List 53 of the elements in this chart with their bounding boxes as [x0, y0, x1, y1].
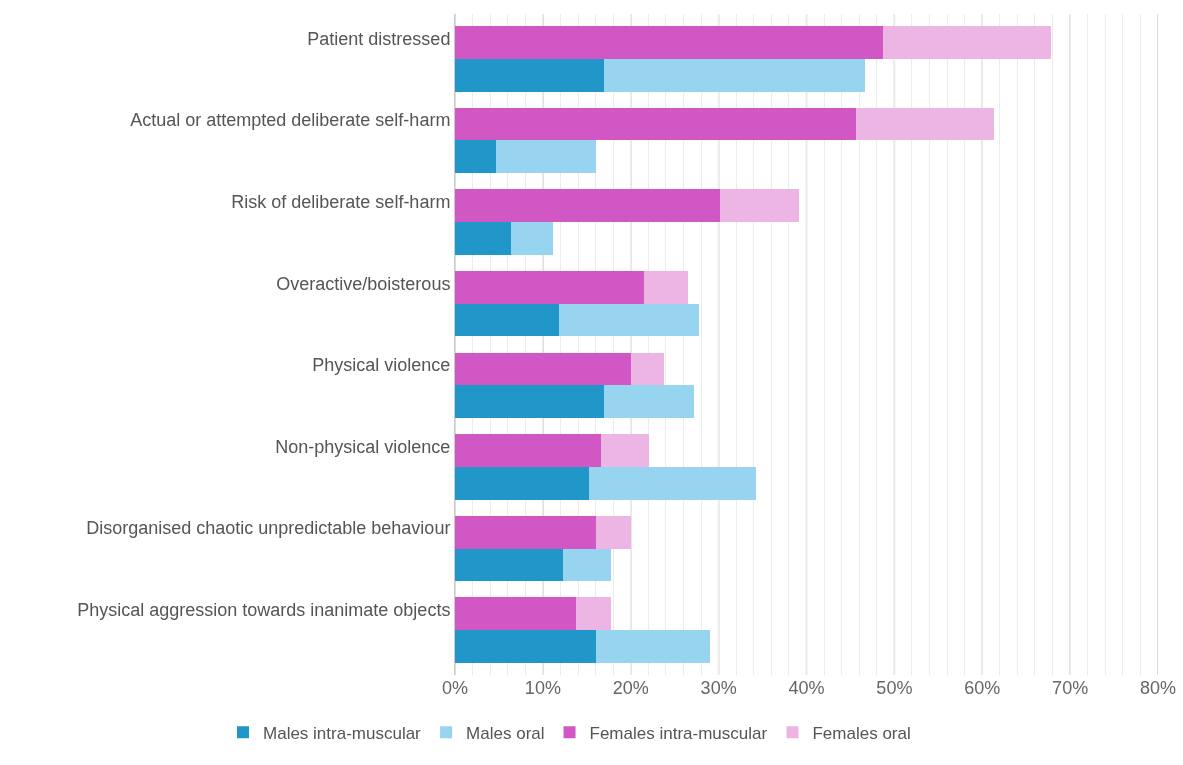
bar — [644, 271, 688, 304]
bar — [563, 549, 611, 581]
legend-label: Females oral — [812, 723, 911, 743]
bar — [455, 549, 563, 581]
y-tick-label: Patient distressed — [307, 28, 451, 49]
bar — [455, 467, 589, 500]
bar — [720, 189, 799, 222]
y-tick-label: Disorganised chaotic unpredictable behaviour — [86, 518, 451, 539]
bar — [601, 434, 649, 467]
bar — [455, 140, 496, 173]
bar — [589, 467, 756, 500]
bar — [455, 222, 511, 255]
y-tick-label: Physical aggression towards inanimate objects — [77, 600, 451, 621]
legend-label: Males intra-muscular — [263, 723, 422, 743]
x-tick-label: 50% — [876, 678, 913, 698]
x-tick-label: 60% — [964, 678, 1001, 698]
y-tick-label: Physical violence — [312, 355, 451, 376]
bar — [455, 108, 856, 140]
bar — [856, 108, 994, 140]
x-tick-label: 20% — [612, 678, 649, 698]
bar — [455, 59, 604, 92]
legend-label: Females intra-muscular — [589, 723, 768, 743]
y-tick-label: Non-physical violence — [275, 436, 451, 457]
bar — [455, 26, 883, 59]
bar — [604, 59, 865, 92]
bar — [559, 304, 699, 336]
x-tick-label: 30% — [700, 678, 737, 698]
y-tick-label: Actual or attempted deliberate self-harm — [130, 110, 451, 131]
legend-label: Males oral — [466, 723, 545, 743]
bar — [883, 26, 1051, 59]
bar — [496, 140, 596, 173]
x-tick-label: 10% — [524, 678, 561, 698]
y-tick-label: Risk of deliberate self-harm — [231, 191, 451, 212]
bar — [576, 597, 611, 630]
bar — [455, 353, 631, 385]
bar — [455, 434, 601, 467]
bar — [455, 385, 604, 418]
bar — [455, 189, 720, 222]
y-tick-label: Overactive/boisterous — [276, 273, 451, 294]
x-tick-label: 40% — [788, 678, 825, 698]
bar — [455, 304, 559, 336]
x-tick-label: 0% — [441, 678, 469, 698]
bar — [511, 222, 553, 255]
bar — [455, 630, 596, 663]
bar — [631, 353, 664, 385]
bar — [604, 385, 694, 418]
x-tick-label: 70% — [1052, 678, 1089, 698]
bar — [455, 597, 576, 630]
bar — [455, 271, 644, 304]
x-tick-label: 80% — [1139, 678, 1177, 698]
bar — [596, 516, 631, 549]
bar — [455, 516, 596, 549]
bar — [596, 630, 710, 663]
